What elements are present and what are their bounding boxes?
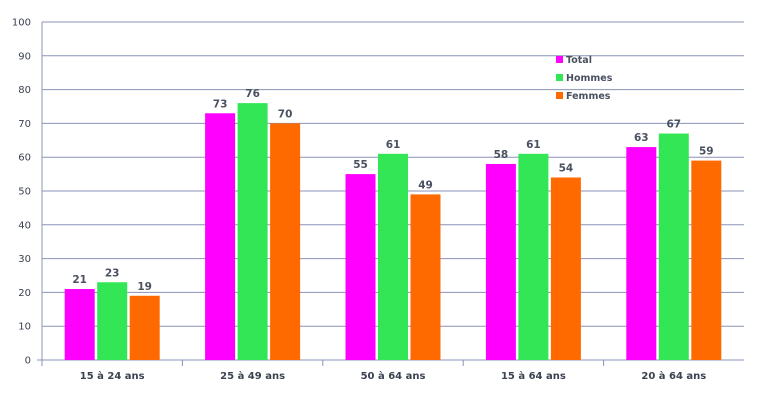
- data-label: 23: [105, 267, 120, 279]
- bar-femmes: [691, 160, 722, 360]
- x-tick-label: 20 à 64 ans: [641, 370, 706, 382]
- data-label: 63: [634, 132, 649, 144]
- bar-hommes: [97, 282, 128, 360]
- data-label: 21: [72, 274, 87, 286]
- legend-label: Femmes: [566, 91, 611, 102]
- axes: 0 10 20 30 40 50 60 70 80 90 100 15 à 24 ans 25 à 49…: [12, 18, 744, 382]
- data-label: 58: [494, 149, 509, 161]
- bar-total: [485, 163, 516, 360]
- data-label: 61: [526, 139, 541, 151]
- bar-total: [205, 113, 236, 360]
- legend-swatch: [556, 74, 563, 81]
- y-tick-label: 80: [18, 85, 31, 96]
- data-label: 70: [278, 108, 293, 120]
- data-labels: 21 23 19 73 76 70 55 61 49 58 61 54 63 67 59: [72, 88, 713, 293]
- y-tick-label: 100: [12, 18, 31, 29]
- data-label: 76: [245, 88, 260, 100]
- data-label: 73: [213, 98, 228, 110]
- data-label: 55: [353, 159, 368, 171]
- bar-hommes: [378, 153, 408, 360]
- data-label: 54: [559, 162, 574, 174]
- bar-femmes: [550, 177, 581, 360]
- data-label: 19: [137, 281, 152, 293]
- y-tick-label: 70: [18, 119, 31, 130]
- y-tick-label: 10: [18, 322, 31, 333]
- y-tick-label: 20: [18, 288, 31, 299]
- bar-total: [64, 289, 95, 360]
- x-tick-label: 15 à 24 ans: [80, 370, 145, 382]
- y-tick-label: 90: [18, 51, 31, 62]
- legend-label: Hommes: [566, 73, 613, 84]
- x-tick-label: 15 à 64 ans: [501, 370, 566, 382]
- data-label: 67: [666, 119, 681, 131]
- y-tick-label: 60: [18, 153, 31, 164]
- x-tick-label: 25 à 49 ans: [220, 370, 285, 382]
- y-tick-label: 50: [18, 187, 31, 198]
- data-label: 61: [386, 139, 401, 151]
- y-tick-label: 30: [18, 254, 31, 265]
- bar-hommes: [237, 103, 268, 361]
- bar-femmes: [270, 123, 301, 361]
- bar-femmes: [410, 194, 441, 360]
- bar-femmes: [129, 295, 160, 360]
- legend-label: Total: [566, 55, 592, 66]
- bar-hommes: [658, 133, 689, 360]
- data-label: 59: [699, 146, 714, 158]
- y-tick-label: 40: [18, 220, 31, 231]
- bar-total: [626, 147, 657, 360]
- legend-swatch: [556, 56, 563, 63]
- y-tick-label: 0: [25, 356, 31, 367]
- legend-swatch: [556, 92, 563, 99]
- bar-total: [345, 174, 376, 360]
- data-label: 49: [418, 179, 433, 191]
- bar-hommes: [518, 153, 549, 360]
- bars: [64, 103, 722, 361]
- x-tick-label: 50 à 64 ans: [361, 370, 426, 382]
- legend: Total Hommes Femmes: [556, 55, 613, 102]
